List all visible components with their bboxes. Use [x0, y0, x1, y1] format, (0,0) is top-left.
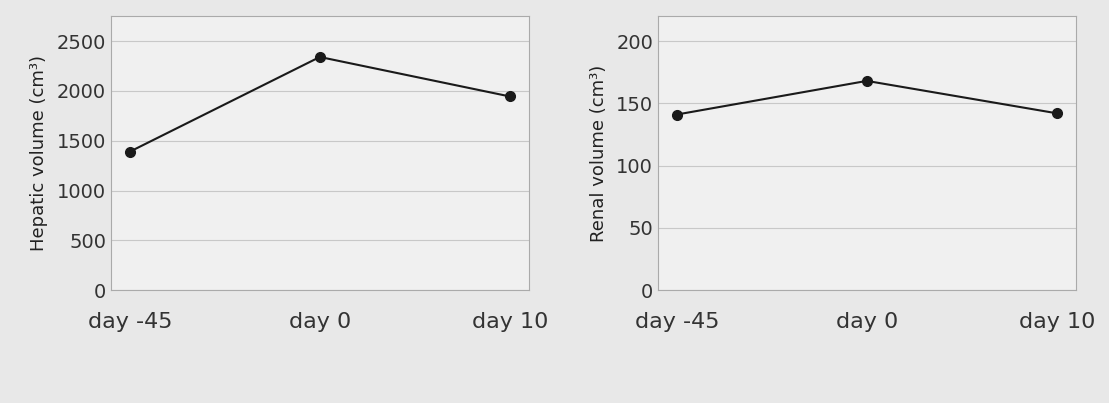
Y-axis label: Hepatic volume (cm³): Hepatic volume (cm³)	[30, 55, 49, 251]
Y-axis label: Renal volume (cm³): Renal volume (cm³)	[590, 64, 608, 242]
